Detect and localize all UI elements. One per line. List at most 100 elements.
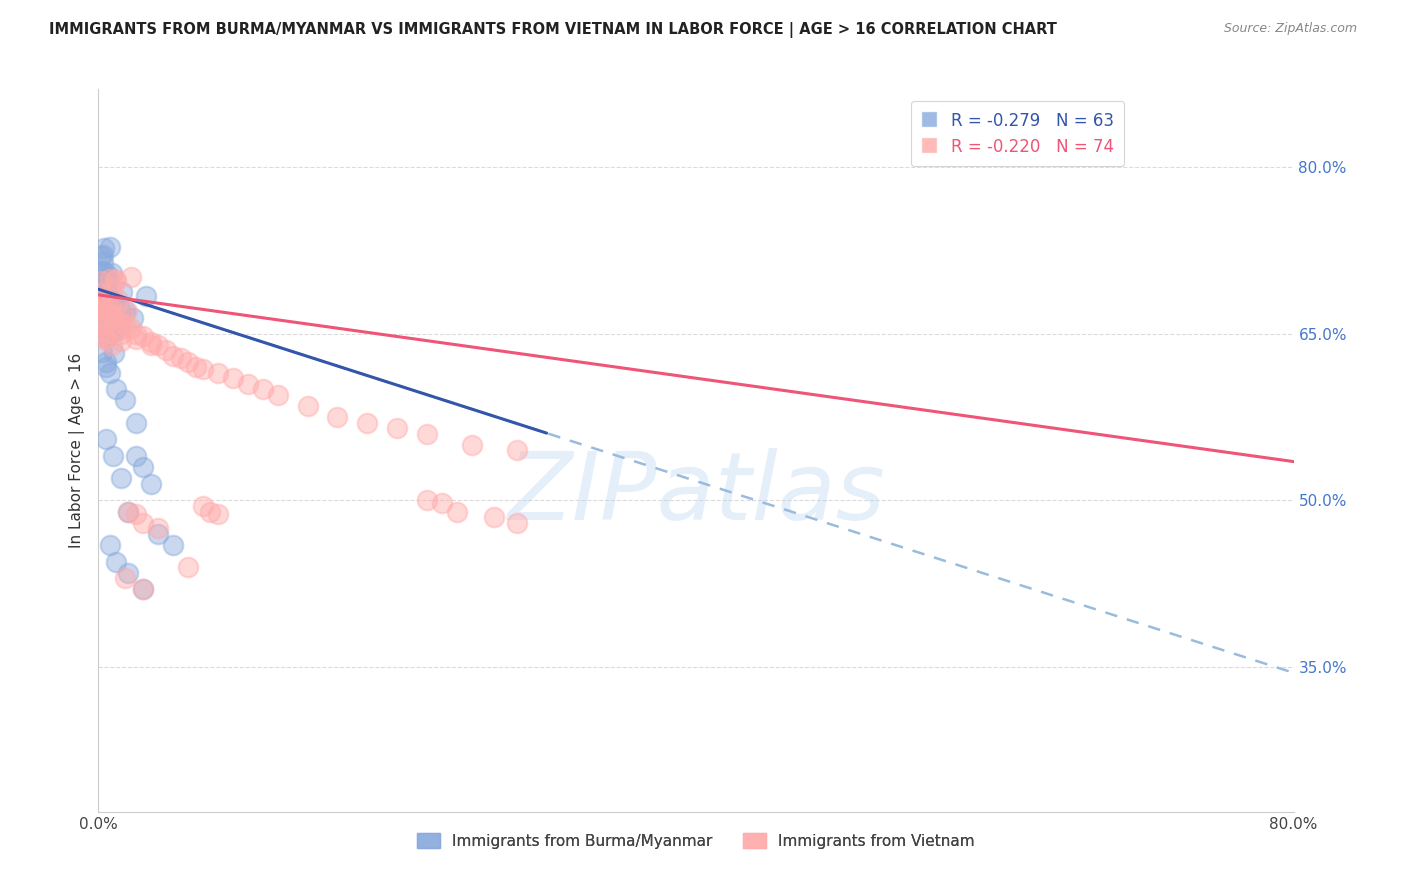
Point [100, 302, 122, 317]
Point [326, 410, 349, 425]
Point [105, 555, 128, 569]
Point [114, 393, 136, 408]
Point [191, 499, 214, 513]
Point [461, 438, 484, 452]
Point [139, 476, 162, 491]
Point [114, 318, 136, 332]
Point [101, 266, 124, 280]
Point [90, 324, 112, 338]
Point [148, 526, 170, 541]
Point [191, 362, 214, 376]
Point [200, 505, 222, 519]
Point [94, 305, 117, 319]
Point [90, 301, 112, 316]
Point [91, 327, 114, 342]
Point [356, 416, 378, 430]
Point [97, 316, 120, 330]
Point [96, 285, 118, 300]
Point [162, 349, 184, 363]
Point [155, 343, 177, 358]
Point [90, 301, 112, 316]
Point [112, 309, 135, 323]
Point [94, 279, 117, 293]
Point [132, 582, 155, 597]
Point [91, 255, 114, 269]
Point [506, 443, 529, 458]
Point [89, 305, 111, 319]
Point [98, 240, 121, 254]
Point [105, 382, 128, 396]
Point [90, 311, 112, 326]
Point [252, 382, 274, 396]
Point [114, 571, 136, 585]
Point [91, 300, 114, 314]
Point [110, 334, 132, 349]
Point [96, 267, 118, 281]
Point [107, 293, 129, 307]
Point [110, 471, 132, 485]
Point [110, 316, 132, 330]
Point [89, 288, 111, 302]
Legend: Immigrants from Burma/Myanmar, Immigrants from Vietnam: Immigrants from Burma/Myanmar, Immigrant… [411, 827, 981, 855]
Point [207, 507, 229, 521]
Point [94, 277, 117, 292]
Point [117, 505, 139, 519]
Point [91, 345, 114, 359]
Point [94, 332, 117, 346]
Point [90, 299, 112, 313]
Point [94, 360, 117, 375]
Point [94, 321, 117, 335]
Point [177, 354, 200, 368]
Point [103, 319, 125, 334]
Point [100, 299, 122, 313]
Point [122, 310, 145, 325]
Point [97, 289, 120, 303]
Point [98, 366, 122, 380]
Point [98, 538, 122, 552]
Point [120, 321, 142, 335]
Point [94, 332, 117, 346]
Point [117, 566, 139, 580]
Point [98, 301, 121, 315]
Point [162, 538, 184, 552]
Point [430, 496, 453, 510]
Point [111, 285, 134, 299]
Point [484, 510, 506, 524]
Point [103, 310, 125, 324]
Point [90, 318, 112, 332]
Point [103, 295, 125, 310]
Point [94, 329, 117, 343]
Point [103, 310, 125, 324]
Point [94, 433, 117, 447]
Point [93, 318, 115, 333]
Point [96, 293, 118, 308]
Point [103, 449, 125, 463]
Point [135, 288, 157, 302]
Point [98, 316, 121, 330]
Point [117, 505, 139, 519]
Point [104, 273, 127, 287]
Point [132, 460, 155, 475]
Point [108, 323, 131, 337]
Point [416, 426, 439, 441]
Point [90, 275, 112, 289]
Point [101, 302, 124, 317]
Point [93, 283, 115, 297]
Point [94, 291, 117, 305]
Point [169, 351, 191, 366]
Point [103, 346, 125, 360]
Point [117, 304, 139, 318]
Point [125, 416, 148, 430]
Point [93, 241, 115, 255]
Point [89, 303, 111, 318]
Point [148, 521, 170, 535]
Point [96, 274, 118, 288]
Point [148, 338, 170, 352]
Point [297, 399, 319, 413]
Point [93, 291, 115, 305]
Point [104, 273, 127, 287]
Point [385, 421, 409, 435]
Point [101, 281, 124, 295]
Point [184, 360, 207, 375]
Point [132, 329, 155, 343]
